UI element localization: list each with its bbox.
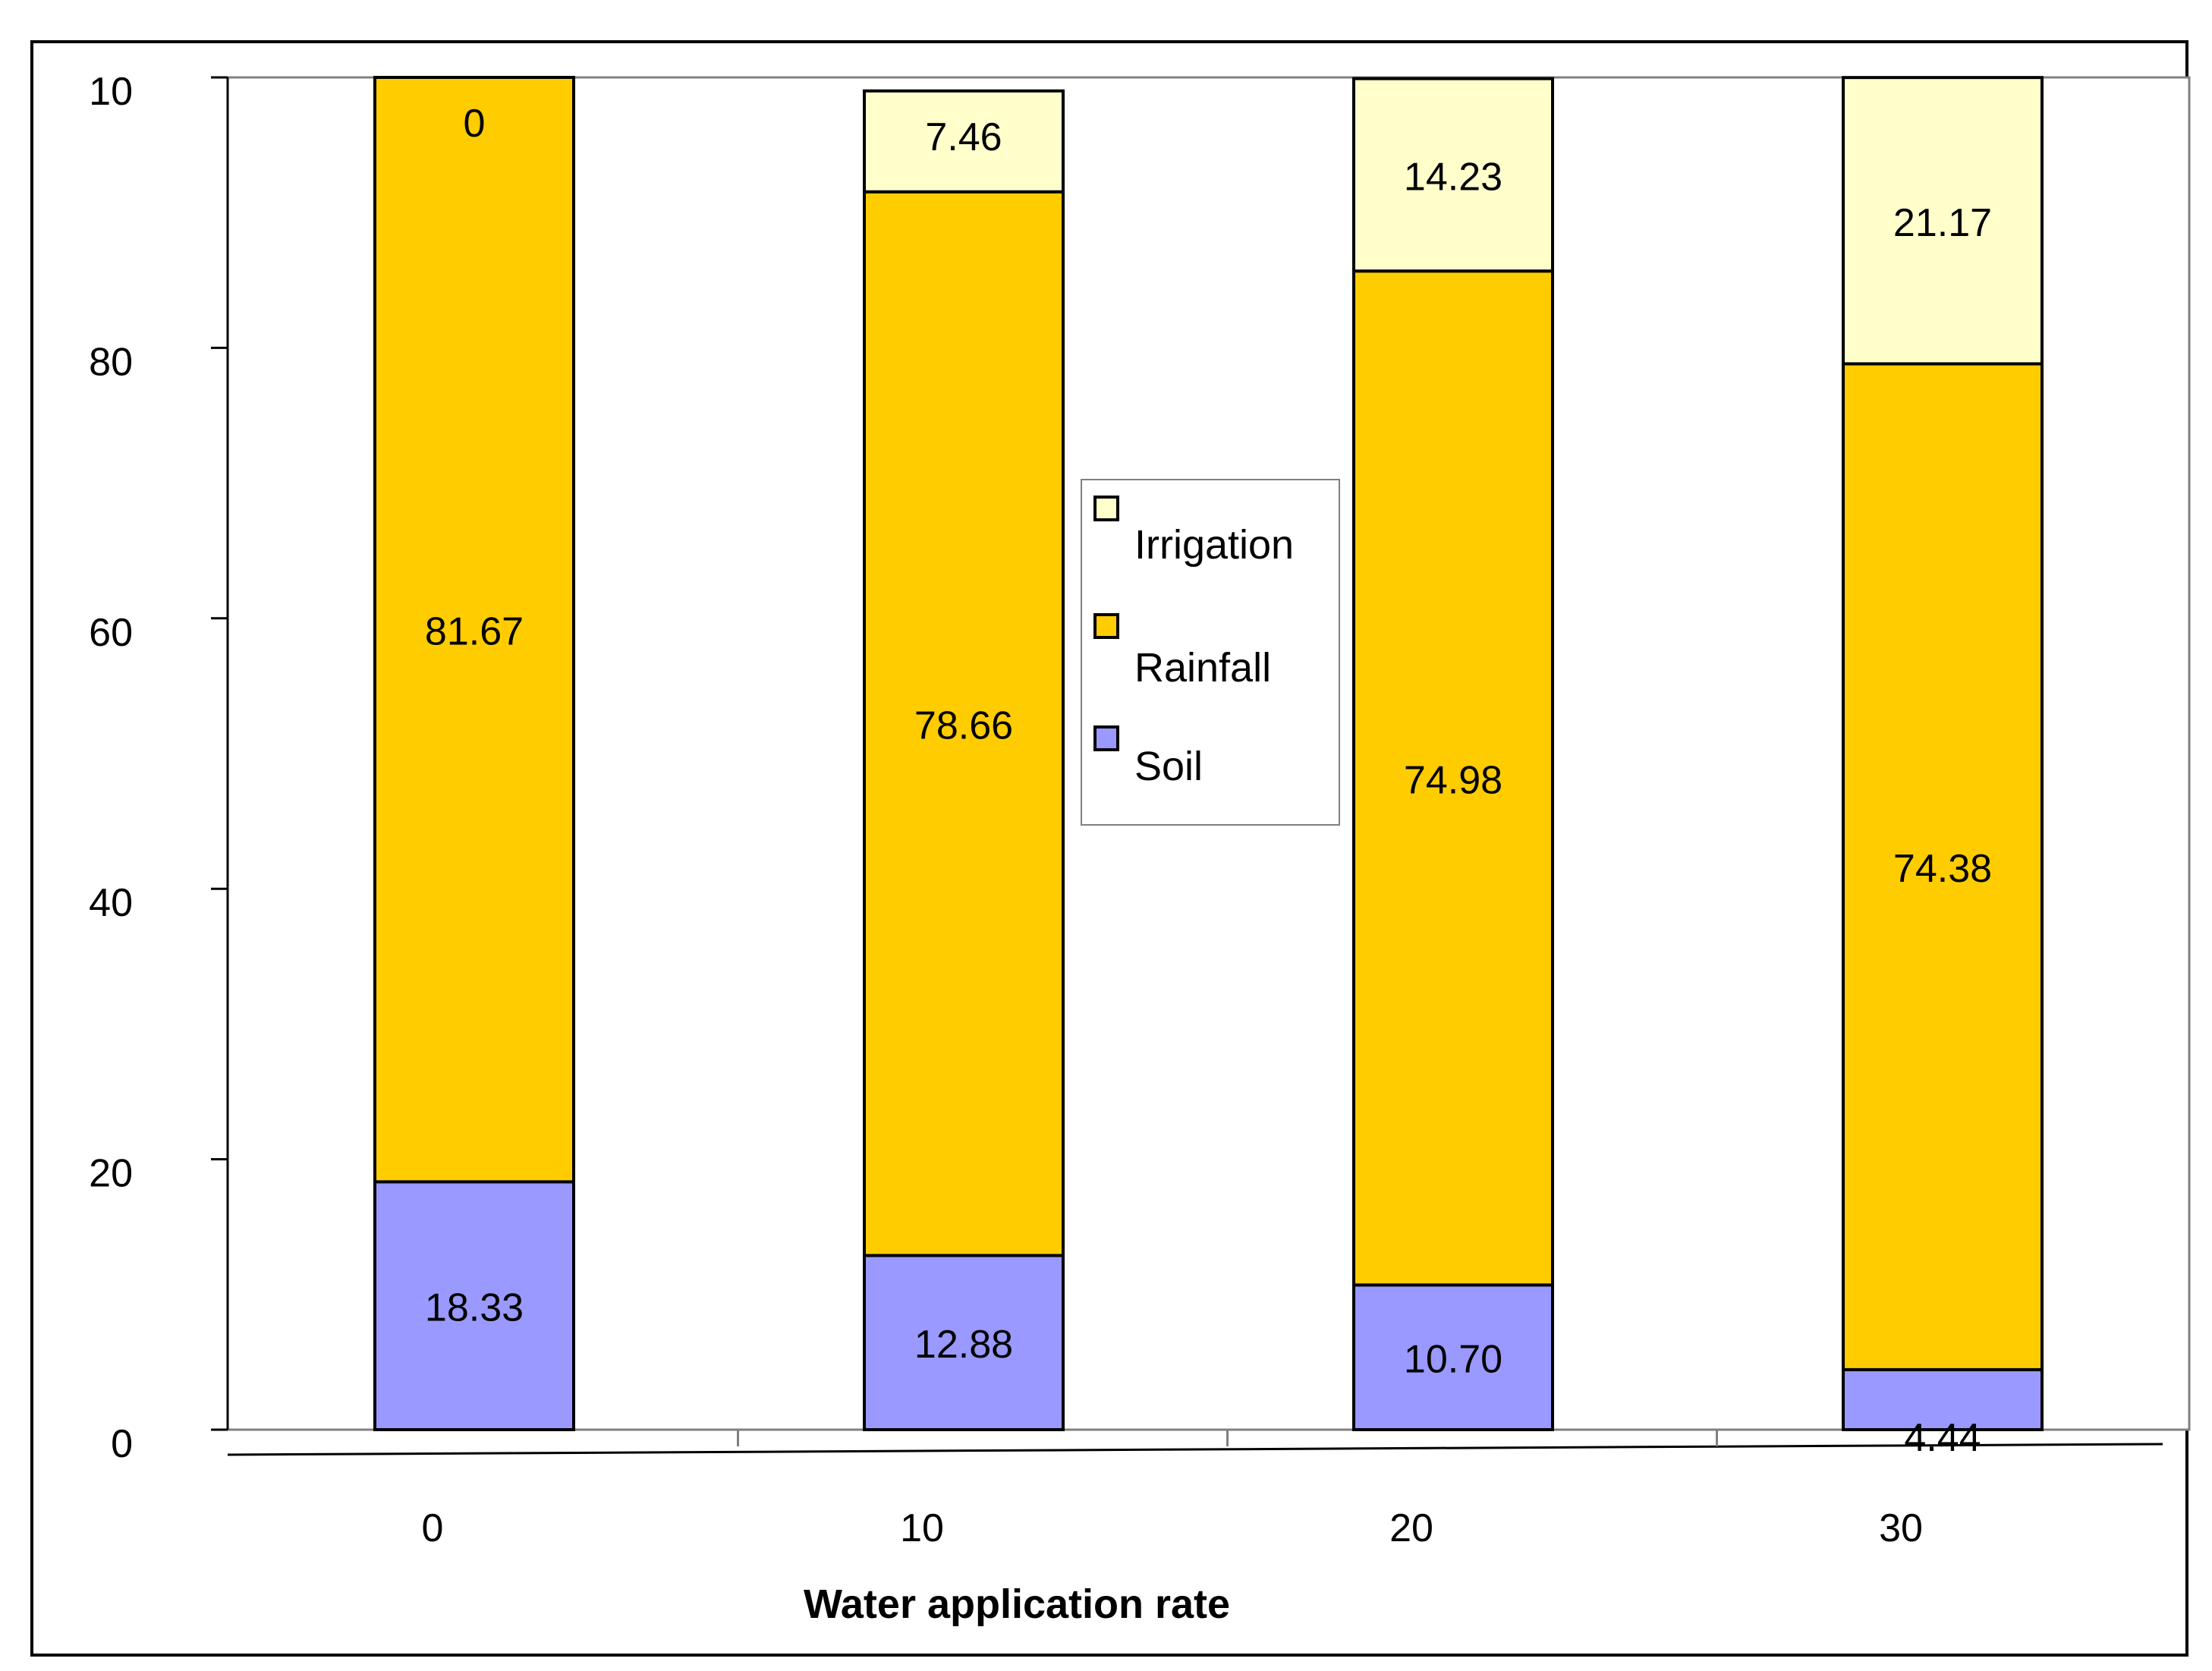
y-tick-label: 10 [89,70,133,114]
bar-soil-30 [1842,1367,2044,1431]
x-axis-line [227,1443,2163,1456]
x-tick-label: 10 [900,1506,944,1550]
x-axis: 0 10 20 30 [227,1430,2163,1550]
legend-swatch-irrigation [1093,496,1119,521]
data-label-soil-0: 18.33 [425,1286,524,1330]
bar-soil-10 [863,1254,1065,1431]
bars-group [373,76,2044,1432]
bar-rainfall-30 [1842,362,2044,1371]
legend: Irrigation Rainfall Soil [1081,479,1340,826]
y-tick-label: 60 [89,611,133,655]
data-label-rainfall-30: 74.38 [1893,847,1992,891]
bar-rainfall-10 [863,190,1065,1257]
bar-irrigation-30 [1842,76,2044,366]
data-labels-group: 18.33 81.67 0 12.88 78.66 7.46 10.70 74.98 14.23… [425,102,1992,1460]
y-tick-label: 80 [89,340,133,384]
bar-rainfall-20 [1352,269,1554,1287]
legend-box [1081,479,1340,826]
data-label-soil-10: 12.88 [914,1323,1013,1367]
y-tick-label: 0 [111,1422,133,1466]
data-label-irrigation-10: 7.46 [925,115,1002,159]
data-label-rainfall-10: 78.66 [914,704,1013,748]
bar-irrigation-10 [863,89,1065,194]
legend-swatch-soil [1093,725,1119,751]
bar-soil-0 [373,1180,575,1431]
bar-rainfall-0 [373,76,575,1184]
data-label-soil-20: 10.70 [1404,1338,1502,1382]
data-label-rainfall-20: 74.98 [1404,758,1502,802]
bar-irrigation-20 [1352,77,1554,273]
data-label-irrigation-0: 0 [464,102,486,146]
legend-label-irrigation: Irrigation [1134,522,1294,568]
legend-label-soil: Soil [1134,744,1203,789]
data-label-irrigation-20: 14.23 [1404,155,1502,199]
y-axis: 0 20 40 60 80 10 [89,70,229,1466]
x-axis-title: Water application rate [804,1581,1230,1627]
data-label-rainfall-0: 81.67 [425,610,524,654]
x-tick-label: 0 [422,1506,444,1550]
x-tick-label: 20 [1389,1506,1433,1550]
y-tick-label: 20 [89,1152,133,1196]
legend-label-rainfall: Rainfall [1134,645,1271,691]
x-tick-label: 30 [1879,1506,1923,1550]
data-label-soil-30: 4.44 [1904,1416,1981,1460]
legend-swatch-rainfall [1093,613,1119,639]
data-label-irrigation-30: 21.17 [1893,201,1992,245]
bar-soil-20 [1352,1283,1554,1432]
y-tick-label: 40 [89,881,133,925]
